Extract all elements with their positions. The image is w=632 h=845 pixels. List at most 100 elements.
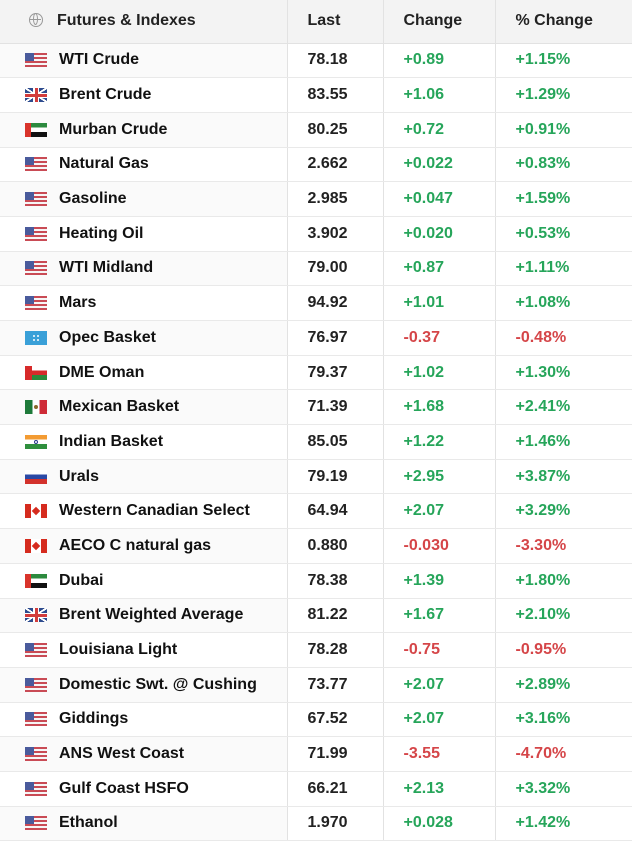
row-name-cell[interactable]: Natural Gas	[0, 147, 288, 183]
row-name-cell[interactable]: Brent Crude	[0, 77, 288, 113]
header-last[interactable]: Last	[287, 0, 384, 44]
table-row[interactable]: Natural Gas 2.662 +0.022 +0.83%	[0, 147, 632, 183]
row-name-cell[interactable]: Domestic Swt. @ Cushing	[0, 667, 288, 703]
last-price: 83.55	[287, 77, 384, 113]
table-row[interactable]: Gulf Coast HSFO 66.21 +2.13 +3.32%	[0, 771, 632, 807]
commodity-name[interactable]: AECO C natural gas	[59, 536, 212, 554]
last-price: 0.880	[287, 528, 384, 564]
row-name-cell[interactable]: Indian Basket	[0, 424, 288, 460]
table-row[interactable]: Opec Basket 76.97 -0.37 -0.48%	[0, 320, 632, 356]
table-row[interactable]: ANS West Coast 71.99 -3.55 -4.70%	[0, 736, 632, 772]
usa-flag-icon	[25, 53, 47, 68]
commodity-name[interactable]: Domestic Swt. @ Cushing	[59, 675, 257, 693]
pct-change-value: +1.29%	[495, 77, 632, 113]
row-name-cell[interactable]: WTI Midland	[0, 251, 288, 287]
usa-flag-icon	[25, 781, 47, 796]
table-row[interactable]: Dubai 78.38 +1.39 +1.80%	[0, 563, 632, 599]
row-name-cell[interactable]: Brent Weighted Average	[0, 598, 288, 634]
commodity-name[interactable]: Gasoline	[59, 190, 127, 208]
change-value: -0.75	[383, 632, 496, 668]
table-row[interactable]: Brent Crude 83.55 +1.06 +1.29%	[0, 77, 632, 113]
table-row[interactable]: Gasoline 2.985 +0.047 +1.59%	[0, 181, 632, 217]
table-row[interactable]: Indian Basket 85.05 +1.22 +1.46%	[0, 424, 632, 460]
table-row[interactable]: Ethanol 1.970 +0.028 +1.42%	[0, 806, 632, 842]
commodity-name[interactable]: Heating Oil	[59, 224, 144, 242]
table-row[interactable]: DME Oman 79.37 +1.02 +1.30%	[0, 355, 632, 391]
table-row[interactable]: Domestic Swt. @ Cushing 73.77 +2.07 +2.89%	[0, 667, 632, 703]
last-price: 94.92	[287, 285, 384, 321]
commodity-name[interactable]: ANS West Coast	[59, 745, 185, 763]
change-value: +0.047	[383, 181, 496, 217]
row-name-cell[interactable]: Mars	[0, 285, 288, 321]
pct-change-value: +2.89%	[495, 667, 632, 703]
table-row[interactable]: Murban Crude 80.25 +0.72 +0.91%	[0, 112, 632, 148]
table-header-row: Futures & Indexes Last Change % Change	[0, 0, 632, 44]
table-row[interactable]: AECO C natural gas 0.880 -0.030 -3.30%	[0, 528, 632, 564]
row-name-cell[interactable]: Western Canadian Select	[0, 493, 288, 530]
row-name-cell[interactable]: Heating Oil	[0, 216, 288, 252]
usa-flag-icon	[25, 226, 47, 241]
commodity-name[interactable]: Giddings	[59, 710, 129, 728]
row-name-cell[interactable]: WTI Crude	[0, 43, 288, 79]
row-name-cell[interactable]: Opec Basket	[0, 320, 288, 356]
commodity-name[interactable]: Natural Gas	[59, 155, 149, 173]
row-name-cell[interactable]: Ethanol	[0, 806, 288, 842]
row-name-cell[interactable]: Gulf Coast HSFO	[0, 771, 288, 807]
pct-change-value: +3.87%	[495, 459, 632, 495]
usa-flag-icon	[25, 192, 47, 207]
table-row[interactable]: Mexican Basket 71.39 +1.68 +2.41%	[0, 389, 632, 426]
header-change[interactable]: Change	[383, 0, 496, 44]
table-row[interactable]: Western Canadian Select 64.94 +2.07 +3.29%	[0, 493, 632, 530]
commodity-name[interactable]: Opec Basket	[59, 328, 156, 346]
change-value: +1.68	[383, 389, 496, 426]
pct-change-value: -0.95%	[495, 632, 632, 668]
last-price: 66.21	[287, 771, 384, 807]
table-row[interactable]: WTI Midland 79.00 +0.87 +1.11%	[0, 251, 632, 287]
row-name-cell[interactable]: Giddings	[0, 702, 288, 738]
last-price: 78.38	[287, 563, 384, 599]
row-name-cell[interactable]: ANS West Coast	[0, 736, 288, 772]
commodity-name[interactable]: Gulf Coast HSFO	[59, 779, 189, 797]
commodity-name[interactable]: Louisiana Light	[59, 641, 178, 659]
last-price: 76.97	[287, 320, 384, 356]
commodity-name[interactable]: Brent Weighted Average	[59, 606, 244, 624]
row-name-cell[interactable]: Mexican Basket	[0, 389, 288, 426]
table-row[interactable]: Louisiana Light 78.28 -0.75 -0.95%	[0, 632, 632, 668]
change-value: +0.028	[383, 806, 496, 842]
commodity-name[interactable]: Urals	[59, 467, 100, 485]
change-value: +2.13	[383, 771, 496, 807]
change-value: +2.95	[383, 459, 496, 495]
commodity-name[interactable]: Ethanol	[59, 814, 118, 832]
table-row[interactable]: Giddings 67.52 +2.07 +3.16%	[0, 702, 632, 738]
row-name-cell[interactable]: Murban Crude	[0, 112, 288, 148]
table-row[interactable]: Mars 94.92 +1.01 +1.08%	[0, 285, 632, 321]
commodity-name[interactable]: WTI Midland	[59, 259, 154, 277]
india-flag-icon	[25, 434, 47, 449]
row-name-cell[interactable]: Dubai	[0, 563, 288, 599]
table-row[interactable]: WTI Crude 78.18 +0.89 +1.15%	[0, 43, 632, 79]
commodity-name[interactable]: Indian Basket	[59, 432, 164, 450]
commodity-name[interactable]: WTI Crude	[59, 51, 139, 69]
commodity-name[interactable]: Brent Crude	[59, 86, 152, 104]
row-name-cell[interactable]: AECO C natural gas	[0, 528, 288, 564]
commodity-name[interactable]: Mexican Basket	[59, 398, 180, 416]
uae-flag-icon	[25, 573, 47, 588]
row-name-cell[interactable]: Gasoline	[0, 181, 288, 217]
row-name-cell[interactable]: DME Oman	[0, 355, 288, 391]
change-value: +1.01	[383, 285, 496, 321]
header-name[interactable]: Futures & Indexes	[0, 0, 288, 44]
change-value: -0.030	[383, 528, 496, 564]
commodity-name[interactable]: Dubai	[59, 571, 104, 589]
commodity-name[interactable]: Murban Crude	[59, 120, 168, 138]
commodity-name[interactable]: DME Oman	[59, 363, 145, 381]
pct-change-value: +0.53%	[495, 216, 632, 252]
table-row[interactable]: Urals 79.19 +2.95 +3.87%	[0, 459, 632, 495]
row-name-cell[interactable]: Urals	[0, 459, 288, 495]
pct-change-value: -0.48%	[495, 320, 632, 356]
commodity-name[interactable]: Western Canadian Select	[59, 502, 250, 520]
table-row[interactable]: Heating Oil 3.902 +0.020 +0.53%	[0, 216, 632, 252]
table-row[interactable]: Brent Weighted Average 81.22 +1.67 +2.10%	[0, 598, 632, 634]
row-name-cell[interactable]: Louisiana Light	[0, 632, 288, 668]
commodity-name[interactable]: Mars	[59, 294, 97, 312]
header-pct-change[interactable]: % Change	[495, 0, 632, 44]
